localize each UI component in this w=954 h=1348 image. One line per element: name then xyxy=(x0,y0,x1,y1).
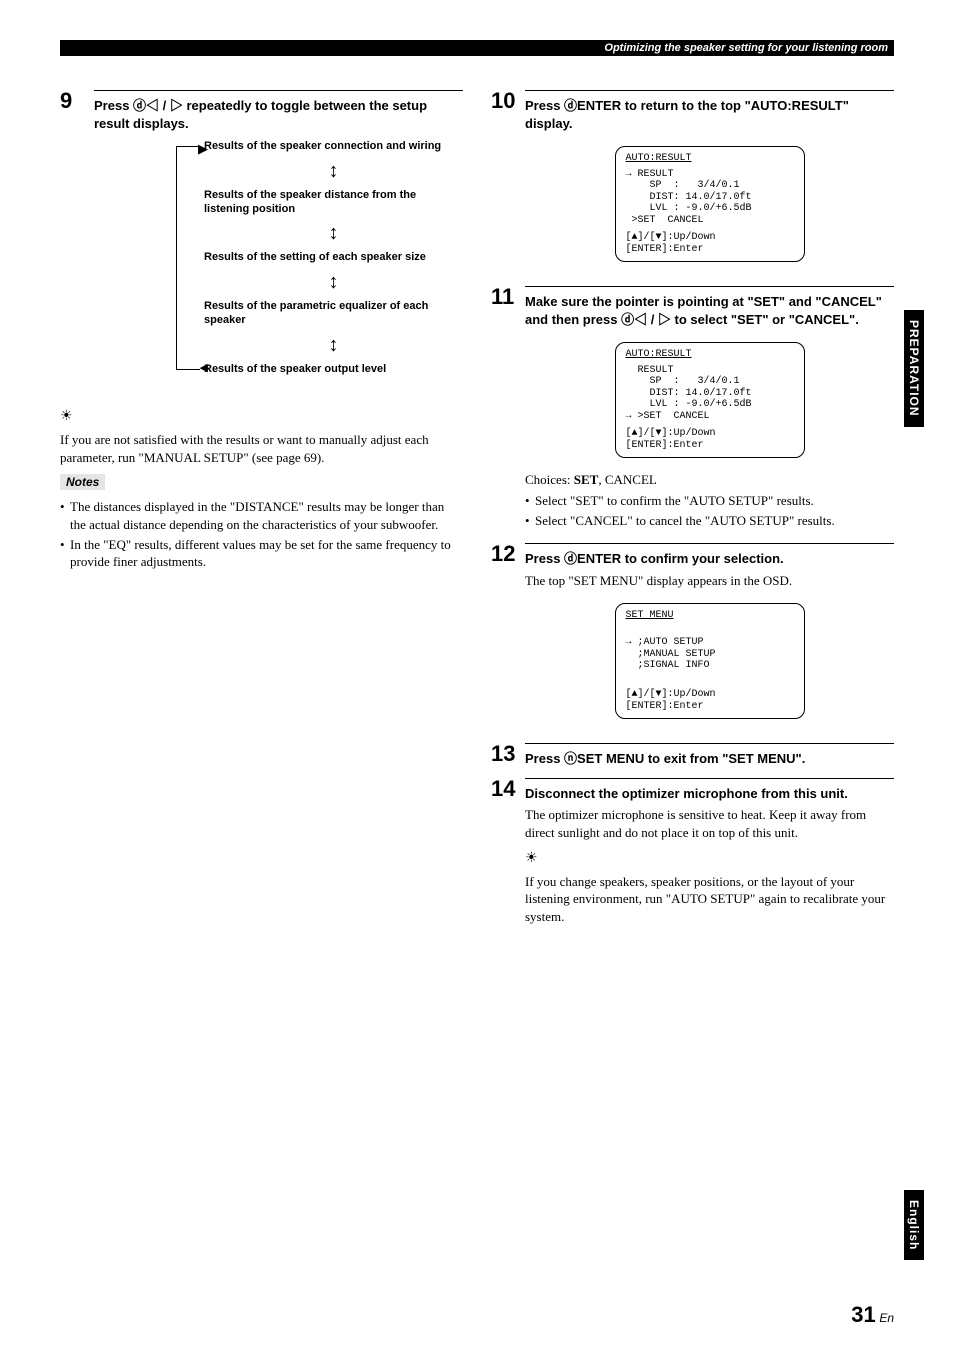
arrow-tail-icon: ◀ xyxy=(200,361,208,374)
flow-loop-arrow: ▶ ◀ xyxy=(176,146,200,370)
choices-rest: , CANCEL xyxy=(598,472,657,487)
updown-arrow-icon: ↕ xyxy=(204,271,463,294)
osd-12-hint2: [ENTER]:Enter xyxy=(626,701,704,712)
osd-11-l3: DIST: 14.0/17.0ft xyxy=(626,388,752,399)
choices-label: Choices: xyxy=(525,472,574,487)
osd-11-hint2: [ENTER]:Enter xyxy=(626,440,704,451)
enter-label: ENTER xyxy=(577,98,621,113)
osd-10-hint1: [▲]/[▼]:Up/Down xyxy=(626,232,716,243)
step-11-heading: Make sure the pointer is pointing at "SE… xyxy=(525,286,894,328)
osd-10-l4: LVL : -9.0/+6.5dB xyxy=(626,203,752,214)
step-12-para: The top "SET MENU" display appears in th… xyxy=(525,572,894,590)
step-11-number: 11 xyxy=(491,286,525,533)
header-title: Optimizing the speaker setting for your … xyxy=(604,40,894,56)
osd-11-l4: LVL : -9.0/+6.5dB xyxy=(626,399,752,410)
osd-11-l2: SP : 3/4/0.1 xyxy=(626,376,740,387)
osd-12-title: SET MENU xyxy=(626,610,794,622)
step-11-bullet-2: Select "CANCEL" to cancel the "AUTO SETU… xyxy=(525,512,894,530)
enter-label: ENTER xyxy=(577,551,621,566)
osd-10-l1: → RESULT xyxy=(626,169,674,180)
osd-display-12: SET MENU → ;AUTO SETUP ;MANUAL SETUP ;SI… xyxy=(615,603,805,719)
step-9-tip: If you are not satisfied with the result… xyxy=(60,431,463,466)
step-11-bullets: Select "SET" to confirm the "AUTO SETUP"… xyxy=(525,492,894,529)
step-14-tip: If you change speakers, speaker position… xyxy=(525,873,894,926)
left-column: 9 Press ⓓ◁ / ▷ repeatedly to toggle betw… xyxy=(60,90,463,935)
step-14: 14 Disconnect the optimizer microphone f… xyxy=(491,778,894,925)
flow-result-1: Results of the speaker connection and wi… xyxy=(204,140,463,154)
osd-10-title: AUTO:RESULT xyxy=(626,153,794,165)
updown-arrow-icon: ↕ xyxy=(204,334,463,357)
step-14-para: The optimizer microphone is sensitive to… xyxy=(525,806,894,841)
osd-11-title: AUTO:RESULT xyxy=(626,349,794,361)
osd-display-11: AUTO:RESULT RESULT SP : 3/4/0.1 DIST: 14… xyxy=(615,342,805,458)
step-9-flow: ▶ ◀ Results of the speaker connection an… xyxy=(94,140,463,376)
flow-result-5: Results of the speaker output level xyxy=(204,363,463,377)
step-9-number: 9 xyxy=(60,90,94,390)
step-13: 13 Press ⓝSET MENU to exit from "SET MEN… xyxy=(491,743,894,768)
step-11-choices: Choices: SET, CANCEL xyxy=(525,472,894,488)
step-9-heading: Press ⓓ◁ / ▷ repeatedly to toggle betwee… xyxy=(94,90,463,132)
osd-11-l1: RESULT xyxy=(626,365,674,376)
step-12-number: 12 xyxy=(491,543,525,733)
step-13-head-prefix: Press ⓝ xyxy=(525,751,577,766)
updown-arrow-icon: ↕ xyxy=(204,222,463,245)
side-tab-language: English xyxy=(904,1190,924,1260)
osd-11-hint1: [▲]/[▼]:Up/Down xyxy=(626,428,716,439)
page-number-suffix: En xyxy=(879,1311,894,1325)
choices-set: SET xyxy=(574,472,599,487)
step-12-head-prefix: Press ⓓ xyxy=(525,551,577,566)
step-11: 11 Make sure the pointer is pointing at … xyxy=(491,286,894,533)
osd-10-l5: >SET CANCEL xyxy=(626,215,704,226)
flow-result-2: Results of the speaker distance from the… xyxy=(204,189,463,217)
arrow-head-icon: ▶ xyxy=(198,141,208,157)
notes-list: The distances displayed in the "DISTANCE… xyxy=(60,498,463,570)
step-10: 10 Press ⓓENTER to return to the top "AU… xyxy=(491,90,894,276)
step-10-heading: Press ⓓENTER to return to the top "AUTO:… xyxy=(525,90,894,132)
tip-icon: ☀ xyxy=(525,850,538,867)
osd-12-l1: → ;AUTO SETUP xyxy=(626,637,704,648)
setmenu-label: SET MENU xyxy=(577,751,644,766)
step-11-bullet-1: Select "SET" to confirm the "AUTO SETUP"… xyxy=(525,492,894,510)
updown-arrow-icon: ↕ xyxy=(204,160,463,183)
step-13-head-suffix: to exit from "SET MENU". xyxy=(644,751,805,766)
page-number: 31 En xyxy=(851,1302,894,1328)
page-number-value: 31 xyxy=(851,1302,875,1327)
osd-12-l3: ;SIGNAL INFO xyxy=(626,660,710,671)
step-13-heading: Press ⓝSET MENU to exit from "SET MENU". xyxy=(525,743,894,768)
step-10-number: 10 xyxy=(491,90,525,276)
osd-10-l2: SP : 3/4/0.1 xyxy=(626,180,740,191)
note-1: The distances displayed in the "DISTANCE… xyxy=(60,498,463,533)
step-12-heading: Press ⓓENTER to confirm your selection. xyxy=(525,543,894,568)
header-bar: Optimizing the speaker setting for your … xyxy=(60,40,894,56)
note-2: In the "EQ" results, different values ma… xyxy=(60,536,463,571)
osd-12-l2: ;MANUAL SETUP xyxy=(626,649,716,660)
step-10-head-prefix: Press ⓓ xyxy=(525,98,577,113)
flow-result-4: Results of the parametric equalizer of e… xyxy=(204,300,463,328)
step-14-heading: Disconnect the optimizer microphone from… xyxy=(525,778,894,803)
notes-label: Notes xyxy=(60,474,105,490)
step-13-number: 13 xyxy=(491,743,525,768)
step-14-number: 14 xyxy=(491,778,525,925)
osd-11-l5: → >SET CANCEL xyxy=(626,411,710,422)
step-12-head-suffix: to confirm your selection. xyxy=(621,551,784,566)
osd-display-10: AUTO:RESULT → RESULT SP : 3/4/0.1 DIST: 1… xyxy=(615,146,805,262)
right-column: 10 Press ⓓENTER to return to the top "AU… xyxy=(491,90,894,935)
osd-10-l3: DIST: 14.0/17.0ft xyxy=(626,192,752,203)
osd-12-hint1: [▲]/[▼]:Up/Down xyxy=(626,689,716,700)
flow-result-3: Results of the setting of each speaker s… xyxy=(204,251,463,265)
tip-icon: ☀ xyxy=(60,408,73,425)
osd-10-hint2: [ENTER]:Enter xyxy=(626,244,704,255)
step-12: 12 Press ⓓENTER to confirm your selectio… xyxy=(491,543,894,733)
side-tab-preparation: PREPARATION xyxy=(904,310,924,427)
step-9: 9 Press ⓓ◁ / ▷ repeatedly to toggle betw… xyxy=(60,90,463,390)
